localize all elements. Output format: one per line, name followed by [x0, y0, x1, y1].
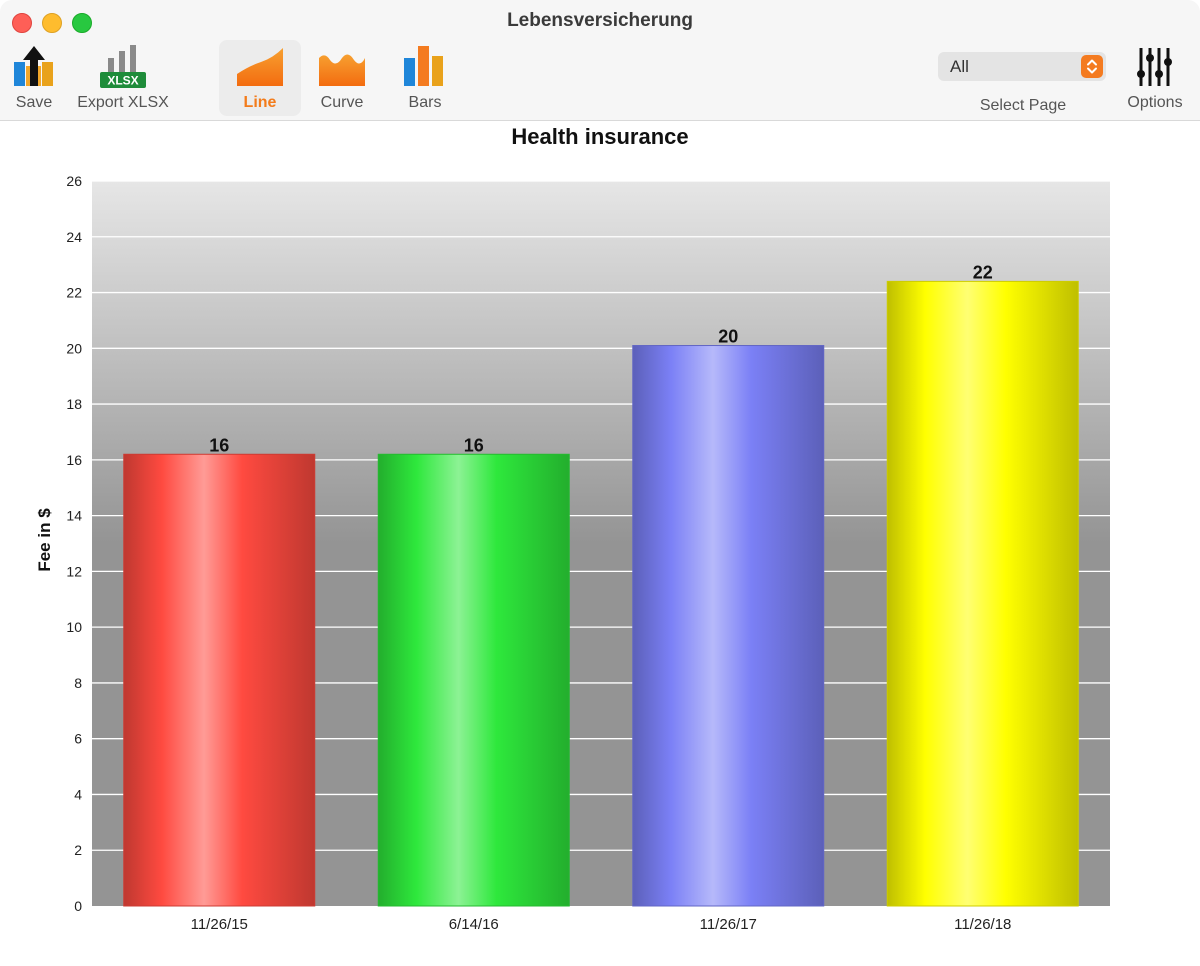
y-tick-label: 18: [66, 396, 82, 412]
x-tick-label: 11/26/18: [954, 916, 1011, 933]
zoom-window-button[interactable]: [72, 13, 92, 33]
y-tick-label: 26: [66, 173, 82, 189]
close-window-button[interactable]: [12, 13, 32, 33]
curve-chart-icon: [317, 40, 367, 92]
export-xlsx-label: Export XLSX: [77, 94, 169, 111]
line-chart-button[interactable]: Line: [219, 40, 301, 116]
y-tick-label: 12: [66, 563, 82, 579]
save-icon: [12, 40, 56, 92]
y-tick-label: 0: [74, 898, 82, 914]
bar: [377, 453, 570, 907]
line-chart-icon: [235, 40, 285, 92]
toolbar: Lebensversicherung Save: [0, 0, 1200, 121]
y-tick-label: 22: [66, 285, 82, 301]
select-page-dropdown[interactable]: All: [938, 52, 1106, 81]
data-label: 20: [718, 327, 738, 347]
y-tick-label: 2: [74, 842, 82, 858]
chart-title: Health insurance: [511, 124, 689, 149]
x-tick-label: 6/14/16: [449, 916, 499, 933]
y-tick-label: 16: [66, 452, 82, 468]
curve-label: Curve: [320, 94, 364, 111]
xlsx-badge: XLSX: [107, 74, 138, 88]
y-tick-label: 14: [66, 508, 82, 524]
y-tick-label: 6: [74, 731, 82, 747]
y-tick-label: 10: [66, 619, 82, 635]
bars-label: Bars: [408, 94, 442, 111]
options-button[interactable]: Options: [1120, 40, 1190, 116]
line-label: Line: [243, 94, 277, 111]
chevron-updown-icon: [1081, 55, 1103, 78]
y-tick-label: 8: [74, 675, 82, 691]
select-page-label: Select Page: [979, 97, 1067, 114]
save-label: Save: [15, 94, 53, 111]
excel-export-icon: XLSX: [96, 40, 150, 92]
save-button[interactable]: Save: [6, 40, 62, 116]
bar-chart-icon: [402, 40, 448, 92]
y-tick-label: 4: [74, 786, 82, 802]
sliders-icon: [1135, 40, 1175, 92]
data-label: 16: [464, 435, 484, 455]
x-tick-label: 11/26/17: [700, 916, 757, 933]
bar-chart-button[interactable]: Bars: [392, 40, 458, 116]
bar: [886, 280, 1079, 907]
data-label: 16: [209, 435, 229, 455]
x-tick-label: 11/26/15: [191, 916, 248, 933]
bar: [632, 345, 825, 907]
options-label: Options: [1127, 94, 1183, 111]
bar-chart: 024681012141618202224261611/26/15166/14/…: [66, 173, 1110, 933]
minimize-window-button[interactable]: [42, 13, 62, 33]
data-label: 22: [973, 262, 993, 282]
export-xlsx-button[interactable]: XLSX Export XLSX: [72, 40, 174, 116]
bar: [123, 453, 316, 907]
window-title: Lebensversicherung: [507, 10, 693, 31]
curve-chart-button[interactable]: Curve: [306, 40, 378, 116]
y-tick-label: 24: [66, 229, 82, 245]
select-page-value: All: [950, 57, 969, 76]
y-tick-label: 20: [66, 340, 82, 356]
